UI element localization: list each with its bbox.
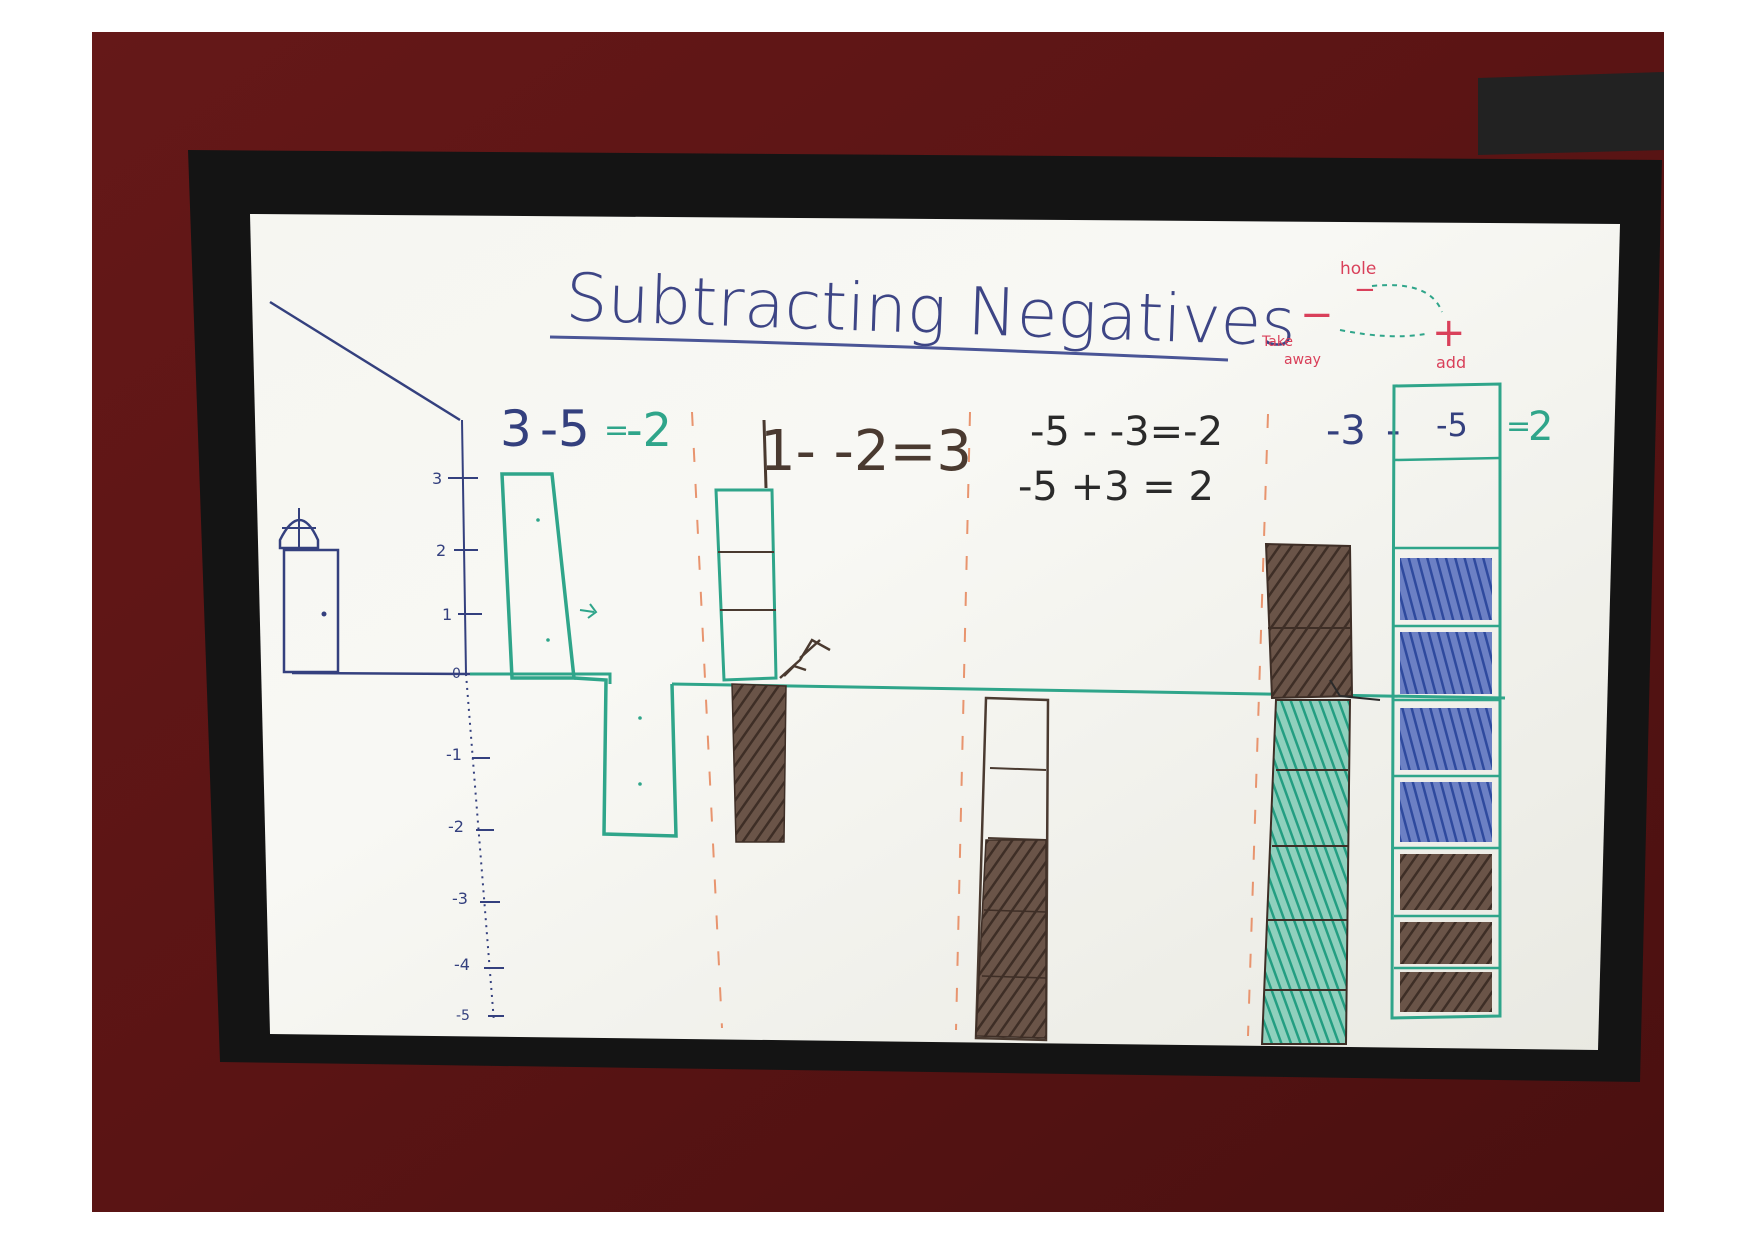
blue-block-2 (1400, 632, 1492, 694)
tick-label-minus-1: -1 (446, 745, 462, 764)
hole-arrow (1371, 284, 1443, 313)
arched-window (278, 518, 320, 550)
eq1-minus-five: -5 (540, 400, 590, 458)
blue-block-1 (1400, 558, 1492, 620)
door-knob (321, 611, 327, 617)
example-2: 1- -2=3 (714, 419, 972, 843)
example-4: -3 - -5 = 2 (1260, 382, 1553, 1045)
filled-stack (714, 488, 778, 682)
example-3: -5 - -3=-2 -5 +3 = 2 (974, 409, 1223, 1042)
eq1-three: 3 (500, 400, 532, 458)
eq3-line2: -5 +3 = 2 (1018, 464, 1214, 510)
roof-line (269, 300, 461, 422)
brown-block-1 (1400, 854, 1492, 910)
zero-line (470, 672, 1506, 700)
tick-label-minus-4: -4 (454, 955, 470, 974)
tick-label-minus-2: -2 (448, 817, 464, 836)
take-label: Take (1261, 334, 1293, 350)
hole-minus-sign: − (1354, 275, 1376, 305)
eq3-line1: -5 - -3=-2 (1030, 409, 1223, 455)
eq4-minus-three: -3 (1326, 408, 1366, 454)
eq4-equals: = (1506, 409, 1531, 444)
tick-label-minus-5: -5 (456, 1008, 470, 1024)
take-away-add-legend: hole − − + Take away add (1261, 259, 1466, 372)
title-underline (549, 335, 1229, 362)
take-away-minus-sign: − (1300, 292, 1334, 338)
green-stack (1260, 699, 1352, 1045)
blue-block-4 (1400, 782, 1492, 842)
eq1-answer: -2 (626, 403, 672, 457)
hole-outline (573, 676, 678, 838)
eq1-equals: = (604, 413, 629, 448)
small-arrow (579, 603, 598, 619)
brown-stack (1264, 542, 1354, 700)
hatched-column (975, 839, 1047, 1039)
divider-1 (691, 411, 723, 1029)
add-label: add (1436, 353, 1466, 372)
eq2: 1- -2=3 (760, 419, 972, 484)
tick-label-1: 1 (442, 605, 452, 624)
tick-label-minus-3: -3 (452, 889, 468, 908)
shovel (779, 638, 831, 679)
dug-out-block (731, 683, 787, 843)
blue-block-3 (1400, 708, 1492, 770)
hole-label: hole (1340, 259, 1376, 279)
number-line: 3 2 1 0 -1 -2 -3 -4 -5 (432, 419, 504, 1024)
eq4-minus-five: -5 (1436, 406, 1468, 444)
tick-label-3: 3 (432, 469, 442, 488)
example-1: 3 -5 = -2 (500, 400, 678, 838)
brown-block-2 (1400, 922, 1492, 964)
away-label: away (1284, 352, 1321, 368)
hole-column (974, 696, 1050, 1042)
brown-block-3 (1400, 972, 1492, 1012)
add-plus-sign: + (1432, 310, 1466, 356)
tick-label-0: 0 (452, 666, 461, 682)
tick-label-2: 2 (436, 541, 446, 560)
eq4-answer: 2 (1528, 404, 1553, 450)
divider-2 (955, 411, 971, 1031)
right-stack-outline (1390, 382, 1502, 1020)
wall-object (1478, 72, 1664, 155)
ground-line (291, 671, 471, 676)
